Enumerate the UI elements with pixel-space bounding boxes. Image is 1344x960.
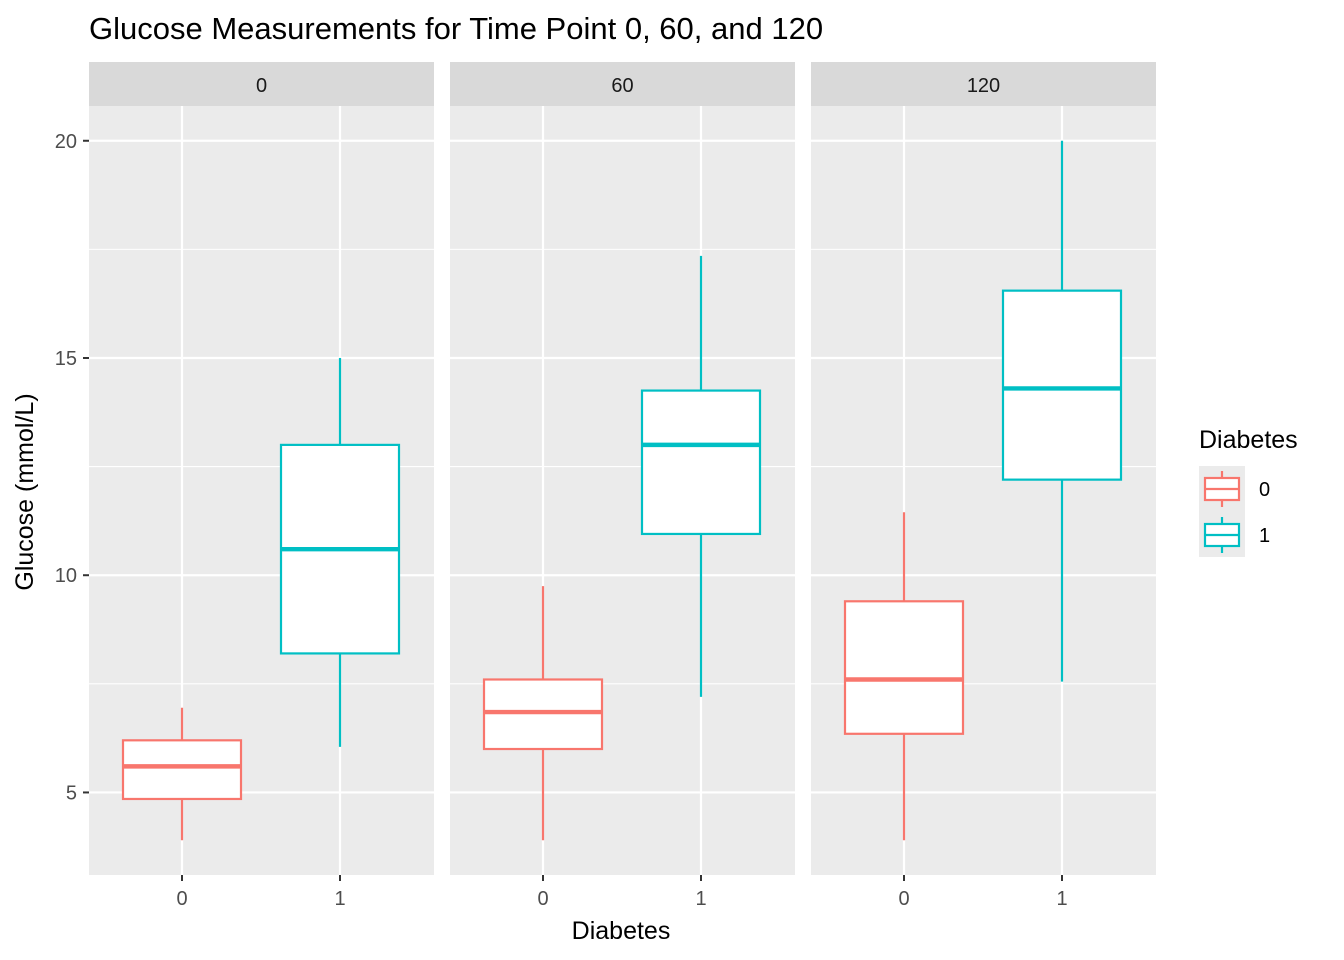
legend-label-1: 1 [1259,525,1270,547]
facet-panel-0: 0 0 1 [89,62,434,910]
chart-title: Glucose Measurements for Time Point 0, 6… [89,11,823,46]
x-axis-title: Diabetes [572,917,671,945]
x-tick-label: 1 [695,888,706,910]
y-tick-label: 10 [55,565,77,587]
boxplot-120-group-1 [1001,140,1123,682]
x-tick-label: 0 [176,888,187,910]
y-tick-label: 15 [55,348,77,370]
y-axis-title: Glucose (mmol/L) [11,393,39,590]
box [1001,289,1123,481]
boxplot-120-group-0 [843,512,965,841]
legend: Diabetes 0 1 [1199,426,1298,557]
facet-strip [89,62,434,106]
facet-panel-60: 60 0 1 [450,62,795,910]
x-tick-label: 1 [334,888,345,910]
facet-strip-label: 60 [611,75,633,97]
y-tick-label: 5 [66,782,77,804]
facet-strip [811,62,1156,106]
facet-strip-label: 0 [256,75,267,97]
boxplot-60-group-1 [640,255,762,697]
panel-background [811,106,1156,875]
box [640,389,762,536]
y-tick-label: 20 [55,131,77,153]
legend-title: Diabetes [1199,426,1298,454]
x-tick-label: 0 [898,888,909,910]
legend-key-0: 0 [1203,471,1270,507]
boxplot-0-group-0 [121,707,243,841]
box [121,739,243,801]
x-tick-label: 0 [537,888,548,910]
x-tick-label: 1 [1056,888,1067,910]
facet-panels: 0 0 1 60 0 1 120 0 1 [89,62,1156,910]
facet-panel-120: 120 0 1 [811,62,1156,910]
boxplot-0-group-1 [279,357,401,747]
facet-strip [450,62,795,106]
y-axis: 5 10 15 20 [55,131,89,804]
boxplot-60-group-0 [482,586,604,841]
box [843,600,965,735]
legend-label-0: 0 [1259,479,1270,501]
facet-strip-label: 120 [967,75,1000,97]
legend-key-1: 1 [1203,517,1270,553]
